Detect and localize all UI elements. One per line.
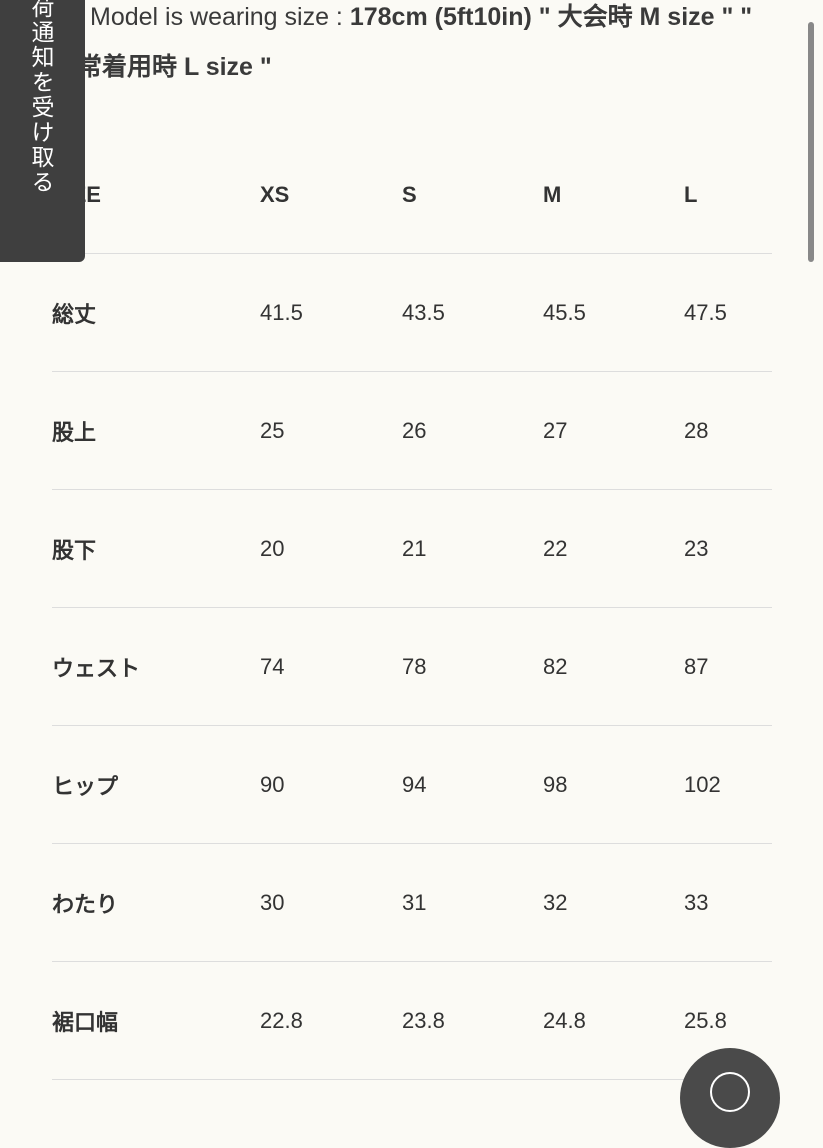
header-m: M bbox=[543, 136, 684, 254]
cell-value: 22 bbox=[543, 489, 684, 608]
row-label: 股下 bbox=[52, 489, 260, 608]
cell-value: 43.5 bbox=[402, 253, 543, 372]
restock-notification-label: 入荷通知を受け取る bbox=[28, 0, 54, 195]
size-chart-table: SIZE XS S M L 総丈41.543.545.547.5股上252627… bbox=[52, 136, 772, 1080]
cell-value: 82 bbox=[543, 607, 684, 726]
table-row: ウェスト 74 78 82 87 bbox=[52, 607, 772, 726]
cell-value: 24.8 bbox=[543, 961, 684, 1080]
cell-value: 31 bbox=[402, 843, 543, 962]
cell-value: 98 bbox=[543, 725, 684, 844]
cell-value: 78 bbox=[402, 607, 543, 726]
chat-button[interactable] bbox=[680, 1048, 780, 1148]
header-s: S bbox=[402, 136, 543, 254]
table-row: わたり 30 31 32 33 bbox=[52, 843, 772, 962]
row-label: 股上 bbox=[52, 371, 260, 490]
table-header-row: SIZE XS S M L bbox=[52, 136, 772, 254]
cell-value: 22.8 bbox=[260, 961, 402, 1080]
cell-value: 23 bbox=[684, 489, 772, 608]
row-label: 裾口幅 bbox=[52, 961, 260, 1080]
cell-value: 74 bbox=[260, 607, 402, 726]
cell-value: 87 bbox=[684, 607, 772, 726]
cell-value: 26 bbox=[402, 371, 543, 490]
cell-value: 33 bbox=[684, 843, 772, 962]
model-note-size: 178cm (5ft10in) " 大会時 M size " " 通常着用時 L… bbox=[52, 3, 753, 81]
cell-value: 23.8 bbox=[402, 961, 543, 1080]
cell-value: 32 bbox=[543, 843, 684, 962]
model-note-prefix: Model is wearing size : bbox=[90, 3, 350, 31]
header-xs: XS bbox=[260, 136, 402, 254]
cell-value: 41.5 bbox=[260, 253, 402, 372]
chat-icon bbox=[710, 1072, 750, 1112]
cell-value: 102 bbox=[684, 725, 772, 844]
row-label: ヒップ bbox=[52, 725, 260, 844]
header-l: L bbox=[684, 136, 772, 254]
cell-value: 90 bbox=[260, 725, 402, 844]
table-row: 裾口幅 22.8 23.8 24.8 25.8 bbox=[52, 961, 772, 1080]
cell-value: 47.5 bbox=[684, 253, 772, 372]
cell-value: 30 bbox=[260, 843, 402, 962]
cell-value: 45.5 bbox=[543, 253, 684, 372]
cell-value: 94 bbox=[402, 725, 543, 844]
table-row: ヒップ 90 94 98 102 bbox=[52, 725, 772, 844]
restock-notification-tab[interactable]: 入荷通知を受け取る bbox=[0, 0, 85, 262]
cell-value: 27 bbox=[543, 371, 684, 490]
scrollbar[interactable] bbox=[808, 22, 814, 262]
table-row: 総丈 41.5 43.5 45.5 47.5 bbox=[52, 253, 772, 372]
table-row: 股下 20 21 22 23 bbox=[52, 489, 772, 608]
table-row: 股上 25 26 27 28 bbox=[52, 371, 772, 490]
cell-value: 28 bbox=[684, 371, 772, 490]
cell-value: 21 bbox=[402, 489, 543, 608]
model-size-note: Model is wearing size : 178cm (5ft10in) … bbox=[52, 0, 782, 92]
row-label: わたり bbox=[52, 843, 260, 962]
cell-value: 20 bbox=[260, 489, 402, 608]
cell-value: 25 bbox=[260, 371, 402, 490]
row-label: 総丈 bbox=[52, 253, 260, 372]
row-label: ウェスト bbox=[52, 607, 260, 726]
